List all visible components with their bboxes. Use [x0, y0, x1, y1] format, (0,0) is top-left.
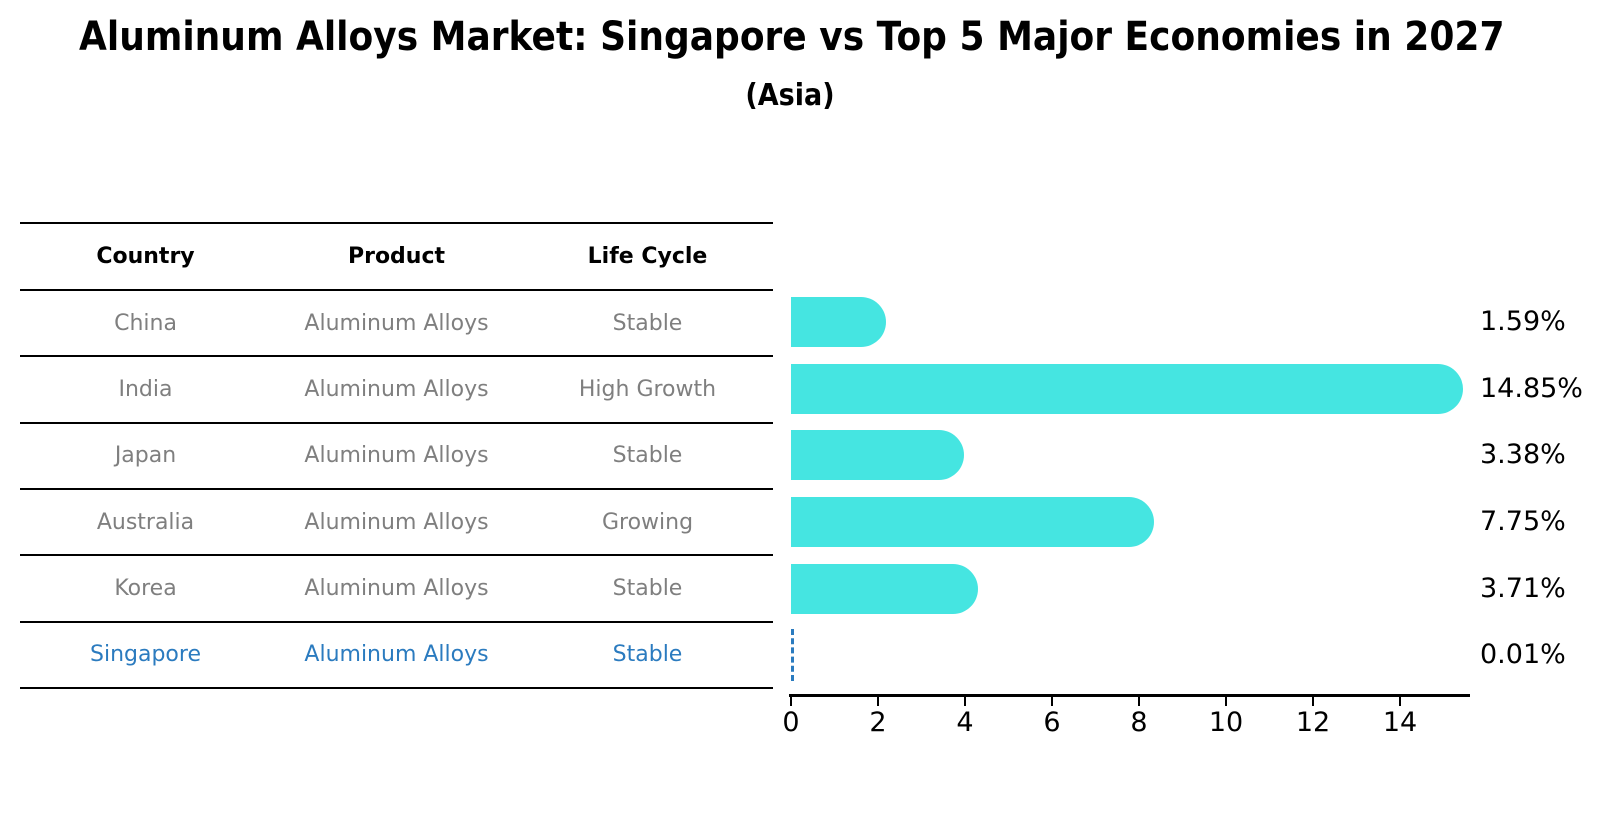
- bar-japan: [791, 430, 965, 481]
- x-axis-tick: [1225, 697, 1227, 706]
- x-axis-tick-label: 14: [1382, 707, 1418, 738]
- x-axis-tick: [1312, 697, 1314, 706]
- bar-value-label-australia: 7.75%: [1480, 506, 1566, 538]
- cell-life-cycle: Stable: [612, 642, 683, 668]
- cell-product: Aluminum Alloys: [304, 310, 489, 336]
- x-axis-tick: [1399, 697, 1401, 706]
- chart-title: Aluminum Alloys Market: Singapore vs Top…: [79, 14, 1505, 60]
- x-axis-tick-label: 0: [782, 707, 800, 738]
- table-row: Korea Aluminum Alloys Stable: [20, 556, 773, 623]
- x-axis-tick-label: 8: [1130, 707, 1148, 738]
- x-axis-tick-label: 2: [869, 707, 887, 738]
- bar-korea: [791, 563, 979, 614]
- x-axis-tick: [1138, 697, 1140, 706]
- table-row: China Aluminum Alloys Stable: [20, 291, 773, 358]
- bar-value-label-singapore: 0.01%: [1480, 639, 1566, 671]
- cell-life-cycle: Stable: [612, 310, 683, 336]
- table-row: India Aluminum Alloys High Growth: [20, 357, 773, 424]
- cell-product: Aluminum Alloys: [304, 376, 489, 402]
- x-axis-tick-label: 6: [1043, 707, 1061, 738]
- cell-life-cycle: Stable: [612, 443, 683, 469]
- cell-country: Korea: [114, 575, 177, 601]
- table-row: Japan Aluminum Alloys Stable: [20, 424, 773, 490]
- chart-subtitle: (Asia): [745, 78, 835, 113]
- cell-product: Aluminum Alloys: [304, 509, 489, 535]
- bar-india: [791, 363, 1463, 414]
- bar-singapore-dashed: [791, 629, 795, 682]
- x-axis-tick-label: 4: [956, 707, 974, 738]
- header-life-cycle: Life Cycle: [587, 244, 708, 269]
- table-row: Singapore Aluminum Alloys Stable: [20, 623, 773, 689]
- x-axis-tick-label: 10: [1208, 707, 1244, 738]
- cell-product: Aluminum Alloys: [304, 575, 489, 601]
- cell-life-cycle: Stable: [612, 575, 683, 601]
- bar-value-label-china: 1.59%: [1480, 306, 1566, 338]
- cell-product: Aluminum Alloys: [304, 642, 489, 668]
- x-axis-tick: [1051, 697, 1053, 706]
- table-row: Australia Aluminum Alloys Growing: [20, 490, 773, 557]
- header-product: Product: [347, 244, 446, 269]
- header-country: Country: [96, 244, 195, 269]
- cell-life-cycle: High Growth: [578, 376, 717, 402]
- bar-value-label-korea: 3.71%: [1480, 572, 1566, 604]
- bar-china: [791, 297, 887, 348]
- table-body: China Aluminum Alloys Stable India Aluminum …: [20, 291, 773, 689]
- cell-product: Aluminum Alloys: [304, 443, 489, 469]
- bar-value-label-japan: 3.38%: [1480, 439, 1566, 471]
- x-axis-tick-label: 12: [1295, 707, 1331, 738]
- bar-australia: [791, 497, 1155, 548]
- cell-country: Japan: [114, 443, 177, 469]
- table-header-row: Country Product Life Cycle: [20, 224, 773, 291]
- x-axis-tick: [877, 697, 879, 706]
- bar-value-label-india: 14.85%: [1480, 372, 1583, 404]
- data-table: Country Product Life Cycle China Aluminum…: [20, 222, 773, 689]
- x-axis-tick: [790, 697, 792, 706]
- x-axis-tick: [964, 697, 966, 706]
- x-axis-line: [789, 694, 1470, 697]
- cell-country: India: [118, 376, 173, 402]
- cell-life-cycle: Growing: [601, 509, 694, 535]
- cell-country: China: [114, 310, 177, 336]
- cell-country: Australia: [96, 509, 195, 535]
- cell-country: Singapore: [90, 642, 201, 668]
